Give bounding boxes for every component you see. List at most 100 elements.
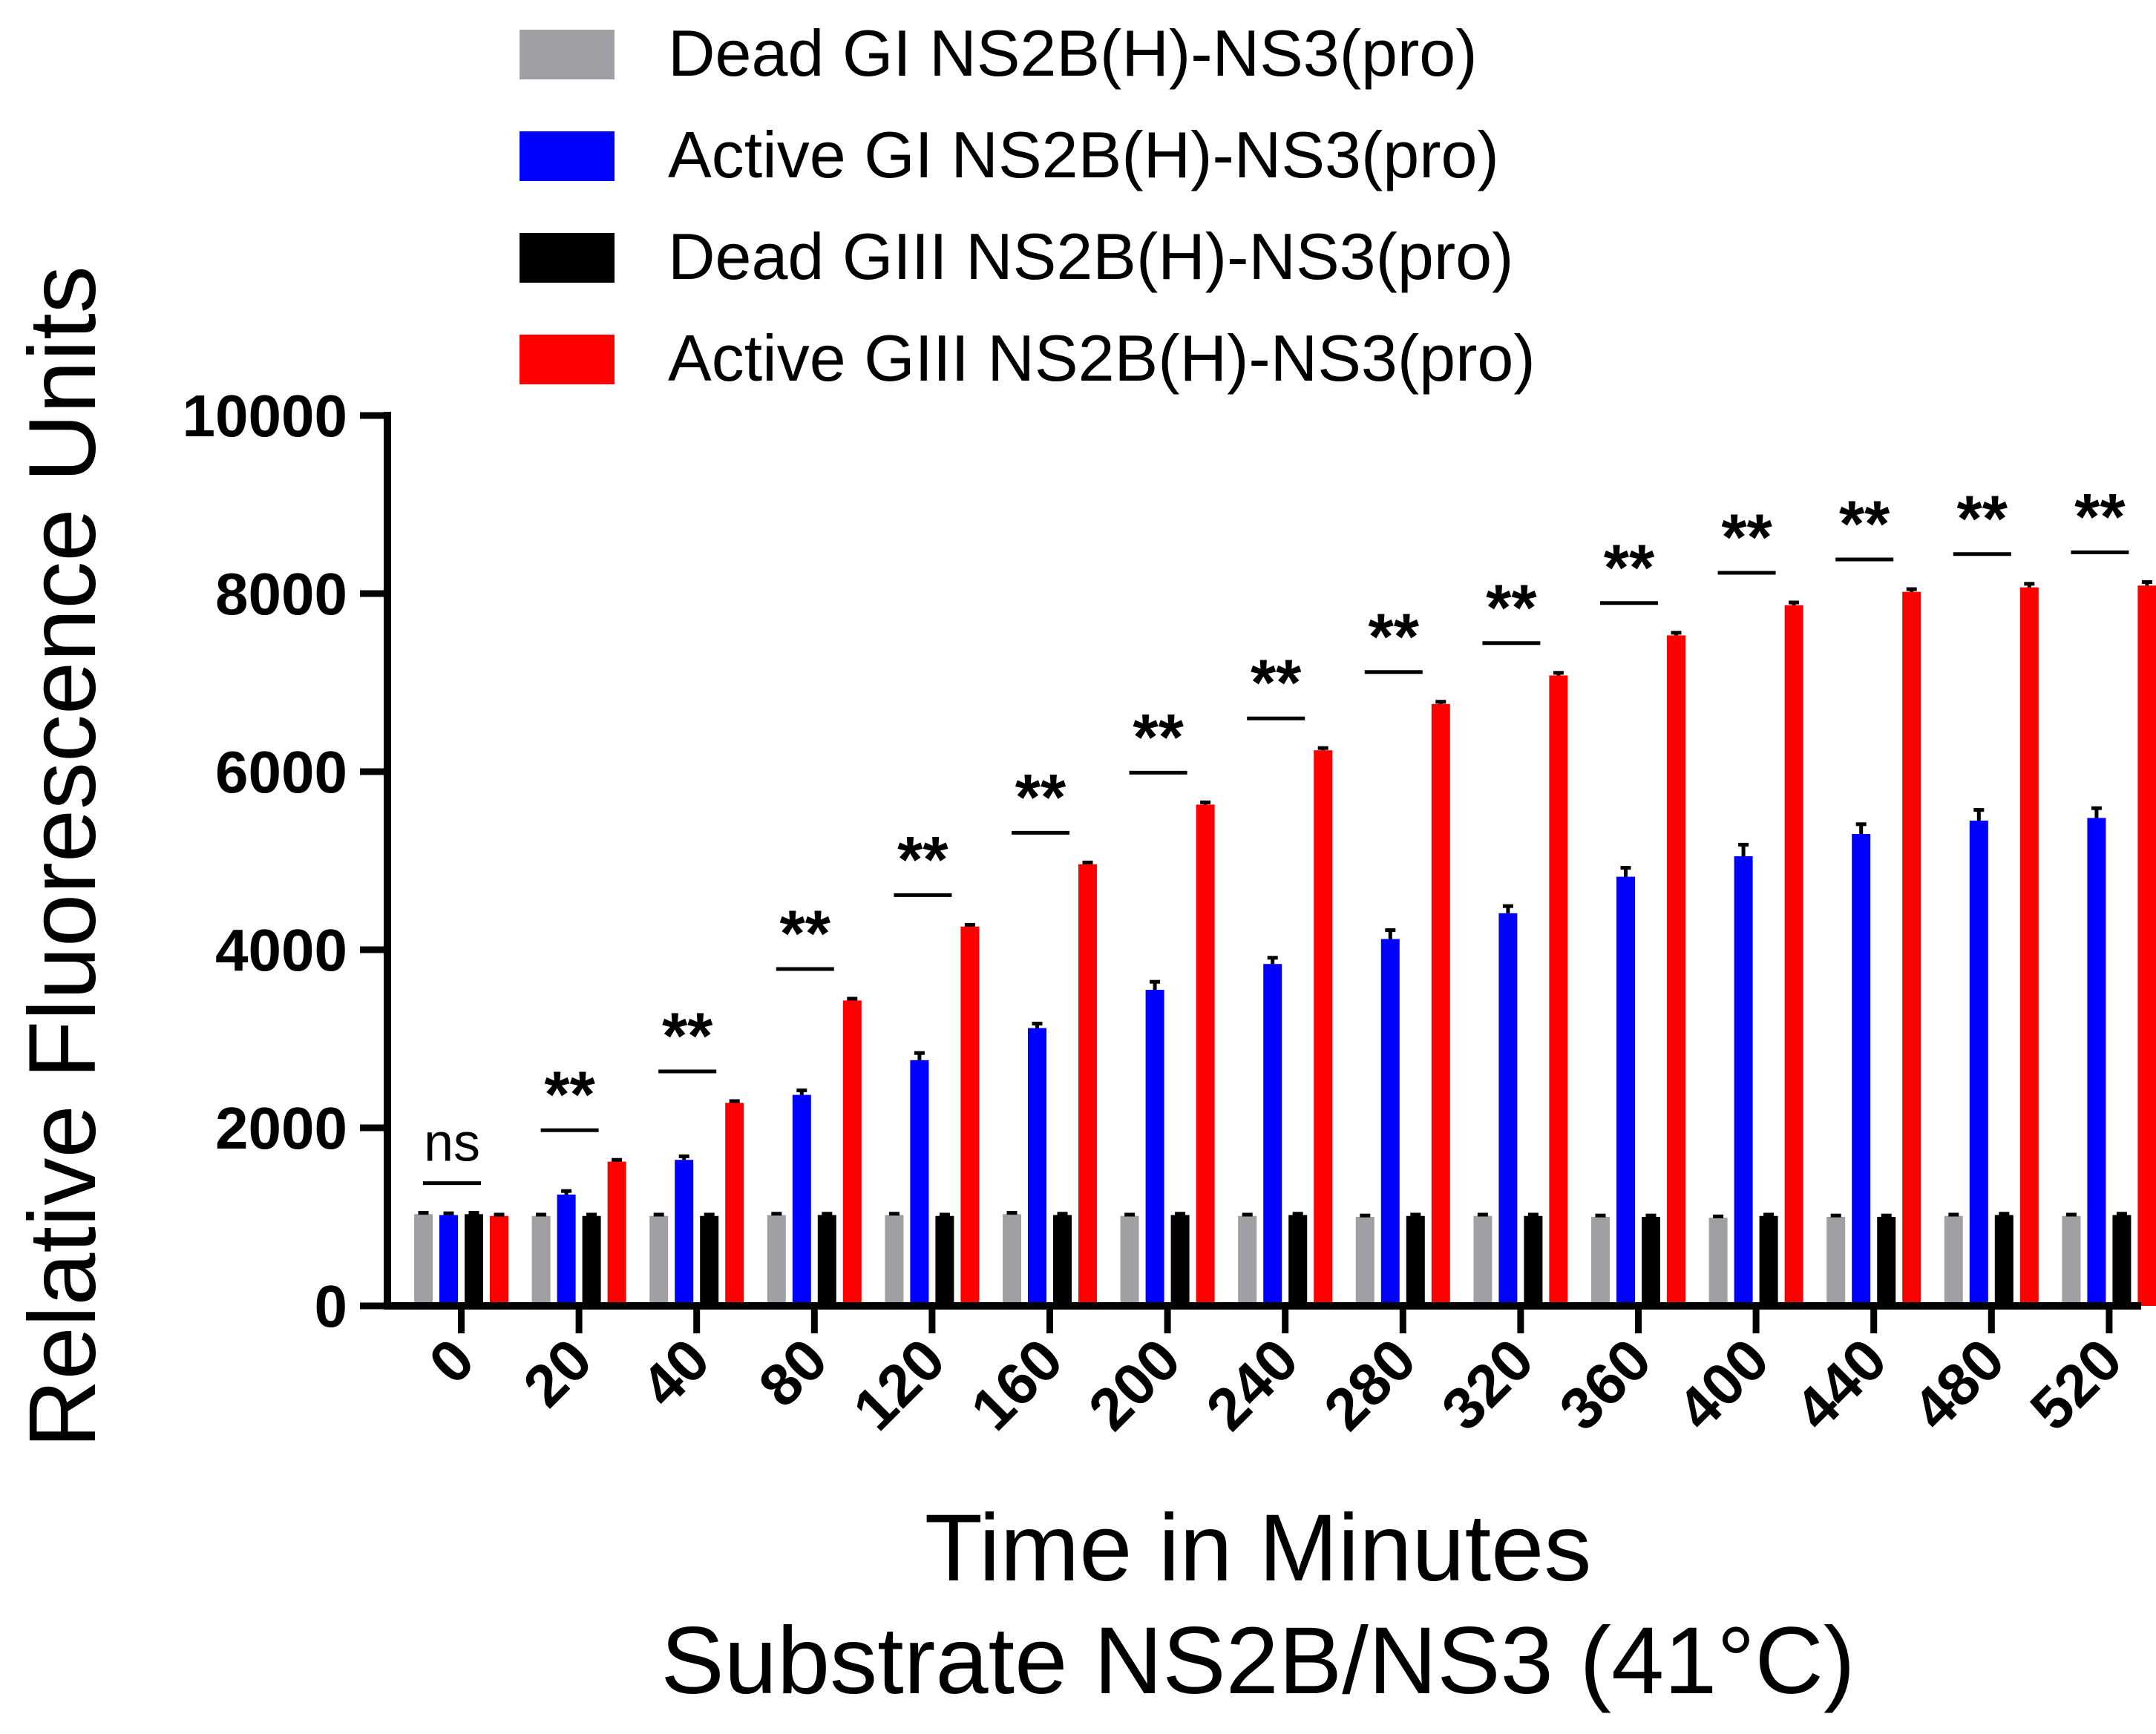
bar-3-5 (1078, 864, 1097, 1306)
y-tick-label: 2000 (215, 1095, 347, 1161)
significance-label: ** (780, 896, 831, 970)
bar-1-1 (557, 1195, 576, 1306)
bar-0-6 (1120, 1215, 1139, 1306)
bars-group (414, 585, 2156, 1306)
bar-2-0 (465, 1214, 483, 1306)
legend-swatch-1 (520, 131, 615, 181)
bar-2-7 (1288, 1215, 1308, 1306)
bar-0-9 (1473, 1215, 1493, 1306)
legend-label-2: Dead GIII NS2B(H)-NS3(pro) (668, 220, 1513, 293)
bar-1-4 (910, 1060, 929, 1306)
x-tick-label: 80 (746, 1326, 839, 1419)
bar-2-10 (1642, 1217, 1660, 1306)
bar-3-11 (1784, 605, 1803, 1306)
x-tick-label: 520 (2018, 1326, 2134, 1442)
bar-3-0 (490, 1215, 508, 1306)
x-tick-label: 0 (416, 1326, 486, 1396)
x-tick-label: 240 (1193, 1326, 1310, 1442)
x-tick-label: 280 (1311, 1326, 1428, 1442)
y-tick-label: 4000 (215, 917, 347, 983)
bar-0-2 (649, 1215, 669, 1306)
x-tick-label: 160 (958, 1326, 1075, 1442)
x-axis-title-line-1: Time in Minutes (925, 1495, 1592, 1601)
bar-1-14 (2087, 818, 2106, 1306)
bar-0-13 (1944, 1215, 1963, 1306)
bar-2-6 (1170, 1215, 1190, 1306)
bar-0-3 (767, 1215, 786, 1306)
bar-3-2 (725, 1103, 744, 1306)
significance-label: ** (1251, 646, 1302, 719)
bar-3-8 (1431, 703, 1450, 1306)
bar-2-5 (1053, 1215, 1072, 1306)
x-tick-label: 400 (1665, 1326, 1781, 1442)
x-tick-label: 360 (1547, 1326, 1663, 1442)
bar-3-6 (1196, 804, 1215, 1306)
bar-3-9 (1549, 675, 1568, 1306)
bar-0-8 (1355, 1217, 1374, 1306)
bar-0-0 (414, 1214, 433, 1306)
bar-2-14 (2112, 1215, 2132, 1306)
significance-label: ** (1839, 487, 1890, 560)
bar-0-11 (1708, 1218, 1728, 1306)
bar-0-10 (1591, 1217, 1610, 1306)
legend-swatch-0 (520, 30, 615, 79)
x-tick-label: 320 (1429, 1326, 1546, 1442)
bar-2-1 (582, 1215, 601, 1306)
significance-label: ns (424, 1114, 480, 1173)
bar-2-8 (1406, 1215, 1425, 1306)
bar-3-12 (1902, 591, 1921, 1306)
legend-label-1: Active GI NS2B(H)-NS3(pro) (668, 118, 1499, 191)
y-tick-label: 6000 (215, 739, 347, 805)
bar-1-11 (1734, 856, 1753, 1306)
y-tick-label: 8000 (215, 561, 347, 627)
significance-label: ** (1486, 571, 1537, 644)
x-tick-label: 480 (1900, 1326, 2016, 1442)
bar-0-5 (1003, 1214, 1021, 1306)
y-axis-title: Relative Fluorescence Units (10, 266, 116, 1448)
legend-label-0: Dead GI NS2B(H)-NS3(pro) (668, 16, 1478, 90)
legend-swatch-3 (520, 335, 615, 384)
x-tick-label: 200 (1076, 1326, 1193, 1442)
bar-0-12 (1826, 1217, 1846, 1306)
bar-3-1 (607, 1161, 626, 1306)
x-ticks: 0 20 40 80 120 160 200 240 280 320 360 400 440 480 520 (416, 1306, 2134, 1442)
bar-2-13 (1994, 1215, 2014, 1306)
bar-1-0 (439, 1215, 458, 1306)
bar-0-4 (885, 1215, 904, 1306)
significance-label: ** (662, 999, 713, 1072)
y-tick-label: 10000 (183, 383, 347, 449)
significance-label: ** (1957, 482, 2008, 555)
significance-label: ** (897, 822, 948, 896)
y-ticks: 0 2000 4000 6000 8000 10000 (183, 383, 387, 1339)
legend: Dead GI NS2B(H)-NS3(pro) Active GI NS2B(H… (520, 16, 1536, 395)
legend-label-3: Active GIII NS2B(H)-NS3(pro) (668, 321, 1536, 395)
x-tick-label: 40 (629, 1326, 722, 1419)
bar-1-6 (1145, 990, 1164, 1306)
significance-label: ** (1604, 531, 1655, 604)
significance-label: ** (1721, 500, 1772, 574)
bar-1-12 (1852, 834, 1871, 1306)
x-axis-title-line-2: Substrate NS2B/NS3 (41°C) (661, 1608, 1855, 1714)
bar-1-9 (1498, 913, 1518, 1306)
bar-0-1 (531, 1215, 551, 1306)
bar-3-10 (1667, 635, 1685, 1306)
bar-2-4 (935, 1215, 954, 1306)
bar-3-13 (2019, 587, 2039, 1306)
error-bars-group (418, 579, 2152, 1218)
significance-label: ** (2074, 479, 2126, 553)
bar-0-7 (1238, 1215, 1257, 1306)
bar-0-14 (2062, 1215, 2081, 1306)
bar-1-7 (1263, 964, 1282, 1306)
bar-3-3 (842, 1000, 862, 1306)
bar-2-12 (1877, 1217, 1896, 1306)
significance-group: ns ** ** ** ** ** ** ** ** ** ** ** ** ** ** (423, 479, 2129, 1186)
bar-2-9 (1524, 1215, 1543, 1306)
significance-label: ** (1015, 760, 1066, 833)
bar-2-11 (1759, 1215, 1778, 1306)
significance-label: ** (1133, 700, 1184, 773)
plot-area: ns ** ** ** ** ** ** ** ** ** ** ** ** ** ** (414, 479, 2156, 1306)
bar-1-13 (1969, 821, 1988, 1306)
legend-swatch-2 (520, 233, 615, 283)
significance-label: ** (1369, 600, 1420, 673)
